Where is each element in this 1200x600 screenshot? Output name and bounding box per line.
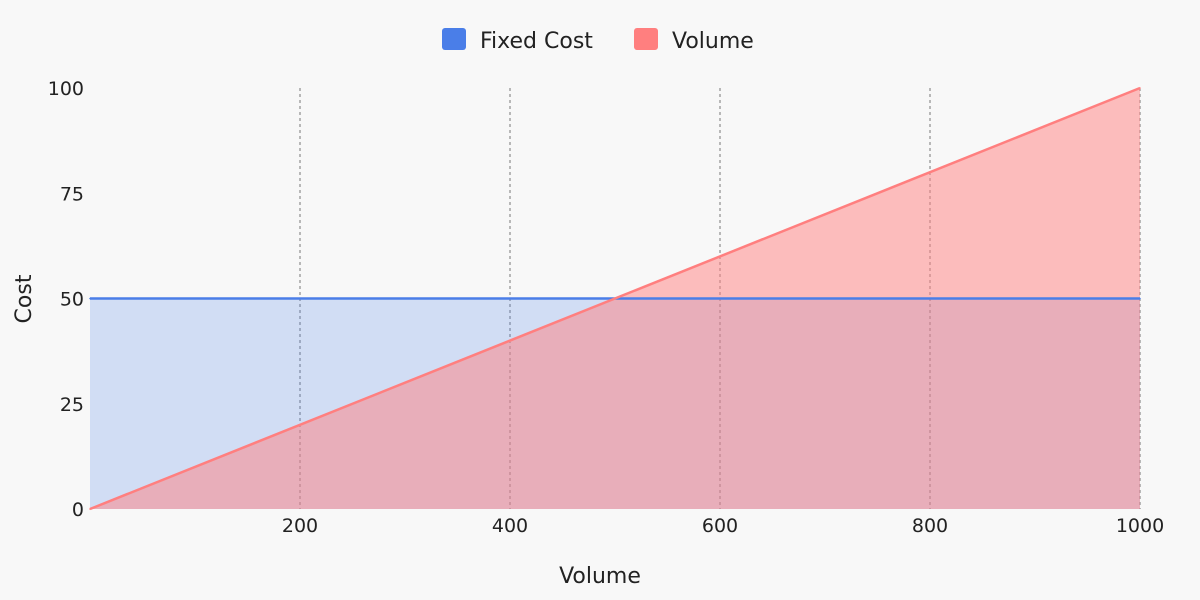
legend-label-volume[interactable]: Volume — [672, 29, 754, 54]
x-tick-label-600: 600 — [702, 515, 738, 537]
data-point-volume-0 — [89, 508, 91, 510]
legend-swatch-volume[interactable] — [634, 28, 658, 50]
y-tick-label-25: 25 — [60, 394, 84, 416]
x-axis-ticks: 200 400 600 800 1000 — [282, 515, 1164, 537]
y-axis-ticks: 0 25 50 75 100 — [48, 78, 84, 521]
series-line-volume — [89, 86, 1141, 511]
x-tick-label-200: 200 — [282, 515, 318, 537]
legend-label-fixed-cost[interactable]: Fixed Cost — [480, 29, 593, 54]
data-point-volume-1 — [1139, 87, 1141, 89]
x-axis-title: Volume — [559, 564, 641, 589]
y-axis-title: Cost — [12, 274, 37, 323]
x-tick-label-800: 800 — [912, 515, 948, 537]
y-tick-label-50: 50 — [60, 289, 84, 311]
x-tick-label-1000: 1000 — [1116, 515, 1164, 537]
data-point-fixed-cost-1 — [1139, 297, 1141, 300]
y-tick-label-0: 0 — [72, 499, 84, 521]
y-tick-label-75: 75 — [60, 183, 84, 205]
x-tick-label-400: 400 — [492, 515, 528, 537]
data-point-fixed-cost-0 — [89, 297, 91, 300]
legend-swatch-fixed-cost[interactable] — [442, 28, 466, 50]
legend: Fixed Cost Volume — [442, 28, 754, 54]
y-tick-label-100: 100 — [48, 78, 84, 100]
series-layer — [89, 86, 1141, 511]
